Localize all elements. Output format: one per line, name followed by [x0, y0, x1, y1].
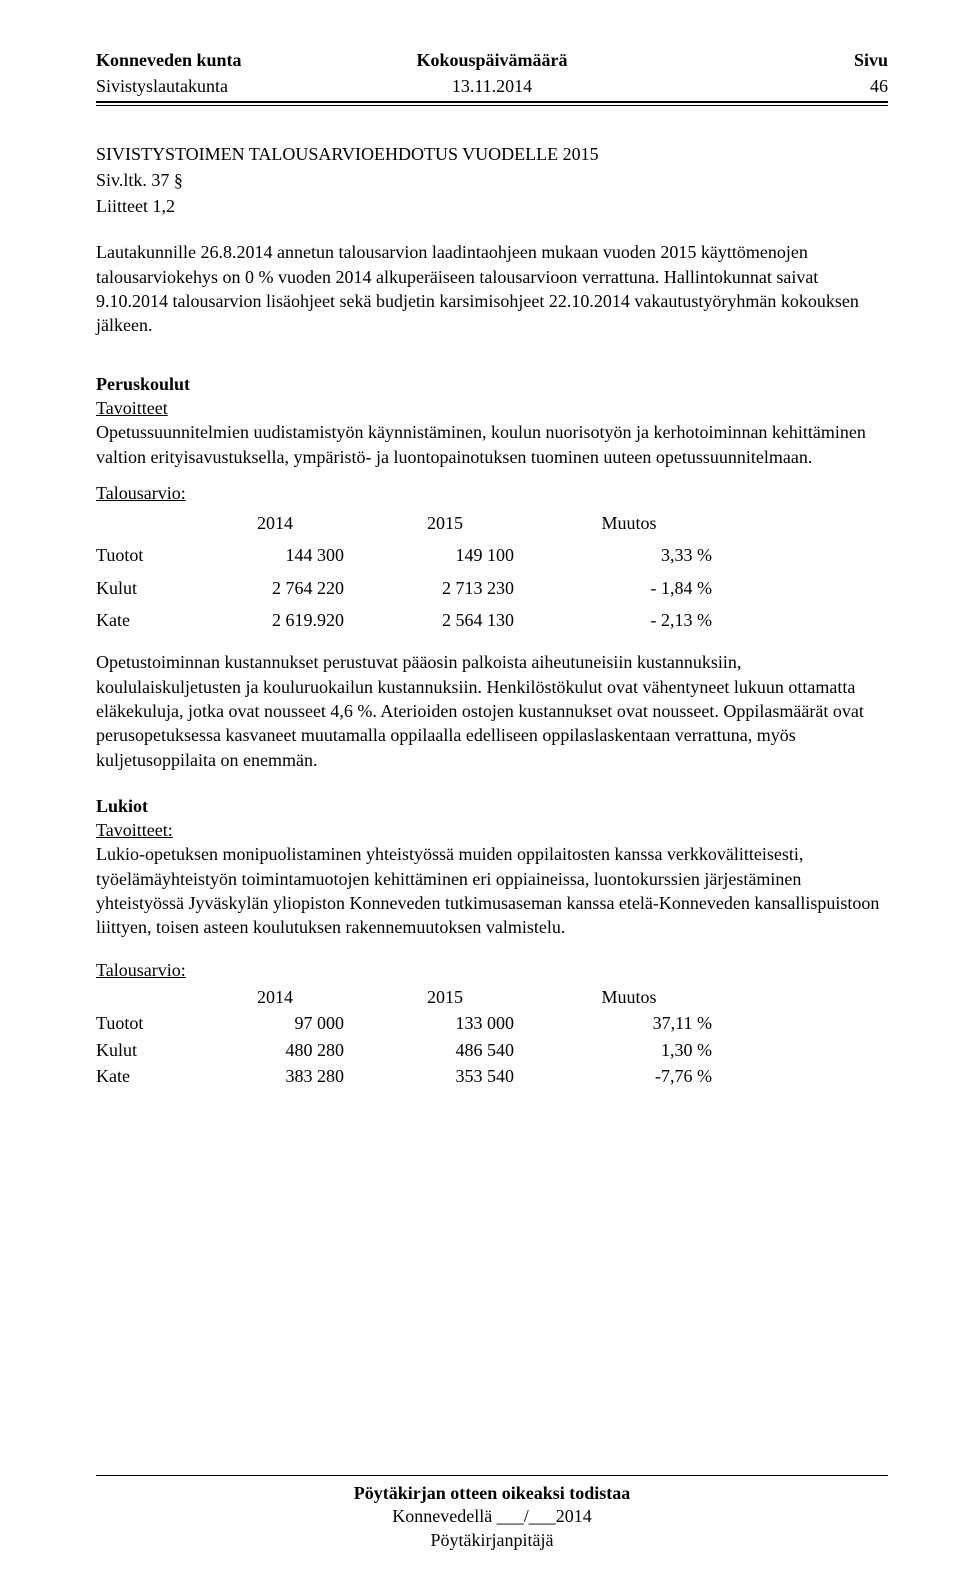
footer-line2: Konnevedellä ___/___2014: [96, 1505, 888, 1528]
section-peruskoulut: Peruskoulut Tavoitteet Opetussuunnitelmi…: [96, 372, 888, 772]
row-kulut-2014: 2 764 220: [206, 572, 376, 604]
row-kate-2015: 353 540: [376, 1063, 546, 1089]
peruskoulut-talousarvio-label: Talousarvio:: [96, 481, 888, 505]
page-header: Konneveden kunta Kokouspäivämäärä Sivu: [96, 48, 888, 72]
section-lukiot: Lukiot Tavoitteet: Lukio-opetuksen monip…: [96, 794, 888, 1089]
peruskoulut-tavoitteet-label: Tavoitteet: [96, 396, 888, 420]
col-2014: 2014: [206, 984, 376, 1010]
header-date: 13.11.2014: [360, 74, 624, 98]
footer-line1: Pöytäkirjan otteen oikeaksi todistaa: [96, 1482, 888, 1505]
row-kulut-2015: 2 713 230: [376, 572, 546, 604]
row-tuotot-label: Tuotot: [96, 539, 206, 571]
row-kulut-2014: 480 280: [206, 1037, 376, 1063]
table-header-row: 2014 2015 Muutos: [96, 507, 736, 539]
row-kulut-label: Kulut: [96, 572, 206, 604]
peruskoulut-table: 2014 2015 Muutos Tuotot 144 300 149 100 …: [96, 507, 736, 636]
footer-line3: Pöytäkirjanpitäjä: [96, 1529, 888, 1552]
table-row: Kate 2 619.920 2 564 130 - 2,13 %: [96, 604, 736, 636]
table-row: Kulut 480 280 486 540 1,30 %: [96, 1037, 736, 1063]
col-2014: 2014: [206, 507, 376, 539]
row-kate-delta: -7,76 %: [546, 1063, 736, 1089]
header-page-label: Sivu: [624, 48, 888, 72]
row-kate-label: Kate: [96, 1063, 206, 1089]
header-date-label: Kokouspäivämäärä: [360, 48, 624, 72]
table-row: Tuotot 97 000 133 000 37,11 %: [96, 1010, 736, 1036]
col-2015: 2015: [376, 984, 546, 1010]
header-rule: [96, 101, 888, 106]
row-kulut-delta: 1,30 %: [546, 1037, 736, 1063]
row-kate-label: Kate: [96, 604, 206, 636]
table-row: Kate 383 280 353 540 -7,76 %: [96, 1063, 736, 1089]
row-kate-2014: 2 619.920: [206, 604, 376, 636]
row-kate-2015: 2 564 130: [376, 604, 546, 636]
doc-ref: Siv.ltk. 37 §: [96, 168, 888, 192]
row-tuotot-delta: 3,33 %: [546, 539, 736, 571]
peruskoulut-tavoitteet-text: Opetussuunnitelmien uudistamistyön käynn…: [96, 420, 888, 469]
peruskoulut-heading: Peruskoulut: [96, 372, 888, 396]
col-muutos: Muutos: [546, 984, 736, 1010]
page-subheader: Sivistyslautakunta 13.11.2014 46: [96, 74, 888, 98]
row-kate-2014: 383 280: [206, 1063, 376, 1089]
page-footer: Pöytäkirjan otteen oikeaksi todistaa Kon…: [0, 1475, 960, 1552]
doc-title: SIVISTYSTOIMEN TALOUSARVIOEHDOTUS VUODEL…: [96, 142, 888, 166]
row-kulut-2015: 486 540: [376, 1037, 546, 1063]
footer-rule: [96, 1475, 888, 1476]
header-committee: Sivistyslautakunta: [96, 74, 360, 98]
row-kulut-delta: - 1,84 %: [546, 572, 736, 604]
peruskoulut-after-text: Opetustoiminnan kustannukset perustuvat …: [96, 650, 888, 771]
row-tuotot-delta: 37,11 %: [546, 1010, 736, 1036]
lukiot-talousarvio-label: Talousarvio:: [96, 958, 888, 982]
intro-paragraph: Lautakunnille 26.8.2014 annetun talousar…: [96, 240, 888, 337]
row-tuotot-2014: 97 000: [206, 1010, 376, 1036]
table-row: Kulut 2 764 220 2 713 230 - 1,84 %: [96, 572, 736, 604]
row-kulut-label: Kulut: [96, 1037, 206, 1063]
header-org: Konneveden kunta: [96, 48, 360, 72]
col-muutos: Muutos: [546, 507, 736, 539]
row-tuotot-2015: 149 100: [376, 539, 546, 571]
header-page-number: 46: [624, 74, 888, 98]
row-tuotot-label: Tuotot: [96, 1010, 206, 1036]
lukiot-heading: Lukiot: [96, 794, 888, 818]
col-2015: 2015: [376, 507, 546, 539]
doc-attachments: Liitteet 1,2: [96, 194, 888, 218]
table-header-row: 2014 2015 Muutos: [96, 984, 736, 1010]
lukiot-table: 2014 2015 Muutos Tuotot 97 000 133 000 3…: [96, 984, 736, 1089]
row-tuotot-2014: 144 300: [206, 539, 376, 571]
lukiot-tavoitteet-text: Lukio-opetuksen monipuolistaminen yhteis…: [96, 842, 888, 939]
title-block: SIVISTYSTOIMEN TALOUSARVIOEHDOTUS VUODEL…: [96, 142, 888, 219]
table-row: Tuotot 144 300 149 100 3,33 %: [96, 539, 736, 571]
row-kate-delta: - 2,13 %: [546, 604, 736, 636]
lukiot-tavoitteet-label: Tavoitteet:: [96, 818, 888, 842]
row-tuotot-2015: 133 000: [376, 1010, 546, 1036]
